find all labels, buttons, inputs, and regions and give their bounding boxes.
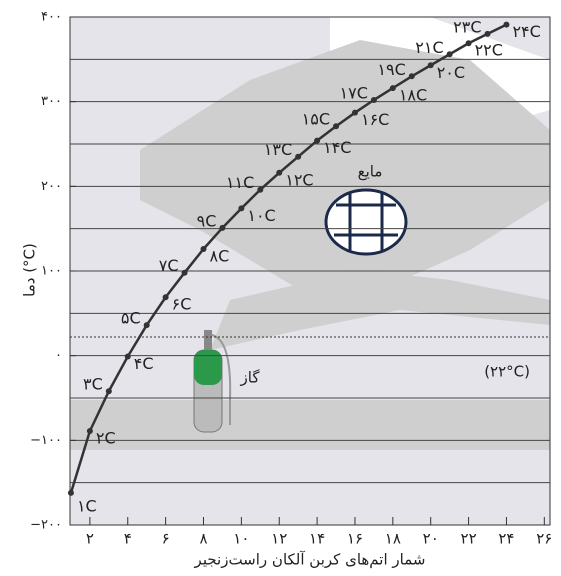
x-tick-label: ۲۰ [423,530,439,548]
point [87,428,93,434]
y-tick-label: ۲۰۰ [41,179,62,194]
point-label: ۱۳C [264,140,292,159]
point [295,154,301,160]
point [125,354,131,360]
chart: دما (°C) شمار اتم‌های کربن آلکان راست‌زن… [0,0,561,572]
point-label: ۹C [197,211,217,230]
point [485,31,491,37]
point-label: ۶C [172,295,192,314]
decor [70,400,550,450]
point [219,225,225,231]
point [409,73,415,79]
y-tick-label: ۴۰۰ [41,10,62,25]
point-label: ۱۱C [226,173,254,192]
y-tick-label: ۳۰۰ [41,94,62,109]
point-label: ۷C [159,256,179,275]
x-tick-label: ۶ [162,530,170,548]
point [257,187,263,193]
point-label: ۱۷C [340,83,368,102]
point [276,170,282,176]
x-tick-label: ۱۴ [309,530,325,548]
x-tick-label: ۲۴ [498,530,514,548]
point-label: ۱۴C [323,138,351,157]
point-label: ۲C [96,429,116,448]
point [163,294,169,300]
point [466,40,472,46]
y-tick-label: ۱۰۰ [41,264,62,279]
point-label: ۲۲C [475,41,503,60]
region-label: مایع [358,163,383,181]
point [352,110,358,116]
y-tick-label: −۲۰۰ [30,518,62,533]
point [503,22,509,28]
x-tick-label: ۱۲ [271,530,287,548]
point-label: ۳C [83,375,103,394]
x-tick-label: ۲ [86,530,94,548]
point-label: ۸C [209,246,229,265]
point [200,246,206,252]
point-label: ۴C [134,354,154,373]
region-label: گاز [240,369,261,387]
x-tick-label: ۱۶ [347,530,363,548]
y-tick-label: −۱۰۰ [30,433,62,448]
y-axis-title: دما (°C) [21,243,39,297]
point-label: ۲۰C [437,63,465,82]
point-label: ۲۳C [453,17,481,36]
point [447,51,453,57]
point-label: ۲۴C [512,22,540,41]
x-tick-label: ۱۸ [385,530,401,548]
point [333,123,339,129]
point [428,62,434,68]
point [144,322,150,328]
point-label: ۱۹C [377,60,405,79]
point [182,270,188,276]
x-tick-label: ۴ [124,530,132,548]
point-label: ۱۶C [361,110,389,129]
point-label: ۱C [77,496,97,515]
point-label: ۱۰C [247,206,275,225]
x-tick-label: ۲۲ [461,530,477,548]
point-label: ۵C [121,309,141,328]
point [68,490,74,496]
point-label: ۱۸C [399,86,427,105]
x-axis-title: شمار اتم‌های کربن آلکان راست‌زنجیر [194,551,426,569]
liquid-tank [326,190,406,254]
point [314,138,320,144]
point [390,85,396,91]
reference-label: (۲۲°C) [484,363,530,381]
x-tick-label: ۸ [199,530,207,548]
x-tick-label: ۱۰ [233,530,249,548]
point [371,97,377,103]
point [238,205,244,211]
point-label: ۲۱C [415,38,443,57]
point [106,388,112,394]
y-tick-label: ۰ [55,348,62,363]
x-tick-label: ۲۶ [536,530,552,548]
point-label: ۱۵C [302,110,330,129]
point-label: ۱۲C [285,170,313,189]
